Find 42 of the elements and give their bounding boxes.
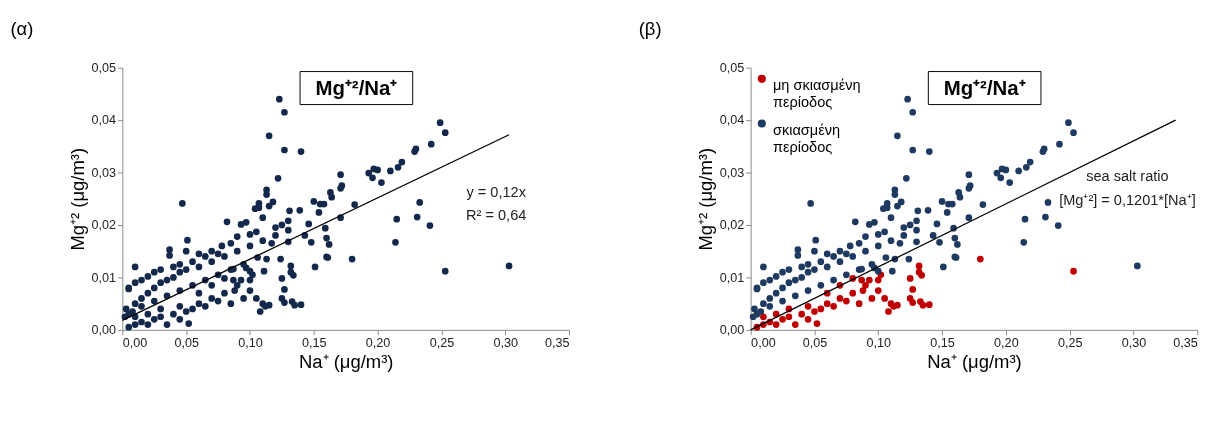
- y-tick-label: 0,03: [719, 165, 745, 180]
- annotation: y = 0,12x: [466, 183, 527, 200]
- y-tick-label: 0,01: [91, 270, 117, 285]
- x-axis-title: Na⁺ (μg/m³): [298, 351, 394, 373]
- x-tick-label: 0,15: [930, 335, 955, 350]
- annotation: sea salt ratio: [1086, 168, 1169, 185]
- y-tick-label: 0,00: [719, 323, 745, 338]
- x-tick-label: 0,25: [1057, 335, 1083, 350]
- y-tick-label: 0,05: [719, 61, 745, 76]
- x-tick-label: 0,15: [302, 335, 327, 350]
- legend-label: μη σκιασμένη περίοδος: [772, 77, 861, 110]
- x-tick-label: 0,00: [122, 335, 148, 350]
- chart-subtitle: Mg⁺²/Na⁺: [943, 76, 1026, 99]
- chart-subtitle: Mg⁺²/Na⁺: [315, 76, 398, 99]
- y-axis-title: Mg⁺² (μg/m³): [66, 147, 88, 251]
- y-tick-label: 0,02: [91, 218, 117, 233]
- x-tick-label: 0,35: [1173, 335, 1198, 350]
- x-tick-label: 0,10: [238, 335, 263, 350]
- y-tick-label: 0,03: [91, 165, 117, 180]
- y-tick-label: 0,04: [91, 113, 117, 128]
- x-tick-label: 0,30: [493, 335, 518, 350]
- chart-title: (α): [10, 17, 34, 39]
- y-axis-title: Mg⁺² (μg/m³): [694, 147, 716, 251]
- x-tick-label: 0,05: [802, 335, 828, 350]
- y-tick-label: 0,04: [719, 113, 745, 128]
- legend-label: σκιασμένη περίοδος: [772, 122, 841, 155]
- y-tick-label: 0,00: [91, 323, 117, 338]
- x-tick-label: 0,10: [866, 335, 892, 350]
- annotation: [Mg⁺²] = 0,1201*[Na⁺]: [1059, 191, 1196, 208]
- y-tick-label: 0,01: [719, 270, 745, 285]
- x-tick-label: 0,20: [365, 335, 391, 350]
- y-tick-label: 0,02: [719, 218, 745, 233]
- x-tick-label: 0,00: [751, 335, 776, 350]
- x-tick-label: 0,35: [544, 335, 570, 350]
- chart-title: (β): [638, 17, 662, 39]
- x-tick-label: 0,05: [174, 335, 199, 350]
- x-tick-label: 0,25: [429, 335, 455, 350]
- y-tick-label: 0,05: [91, 61, 117, 76]
- x-axis-title: Na⁺ (μg/m³): [927, 351, 1022, 373]
- x-tick-label: 0,20: [994, 335, 1019, 350]
- annotation: R² = 0,64: [466, 207, 527, 224]
- x-tick-label: 0,30: [1121, 335, 1147, 350]
